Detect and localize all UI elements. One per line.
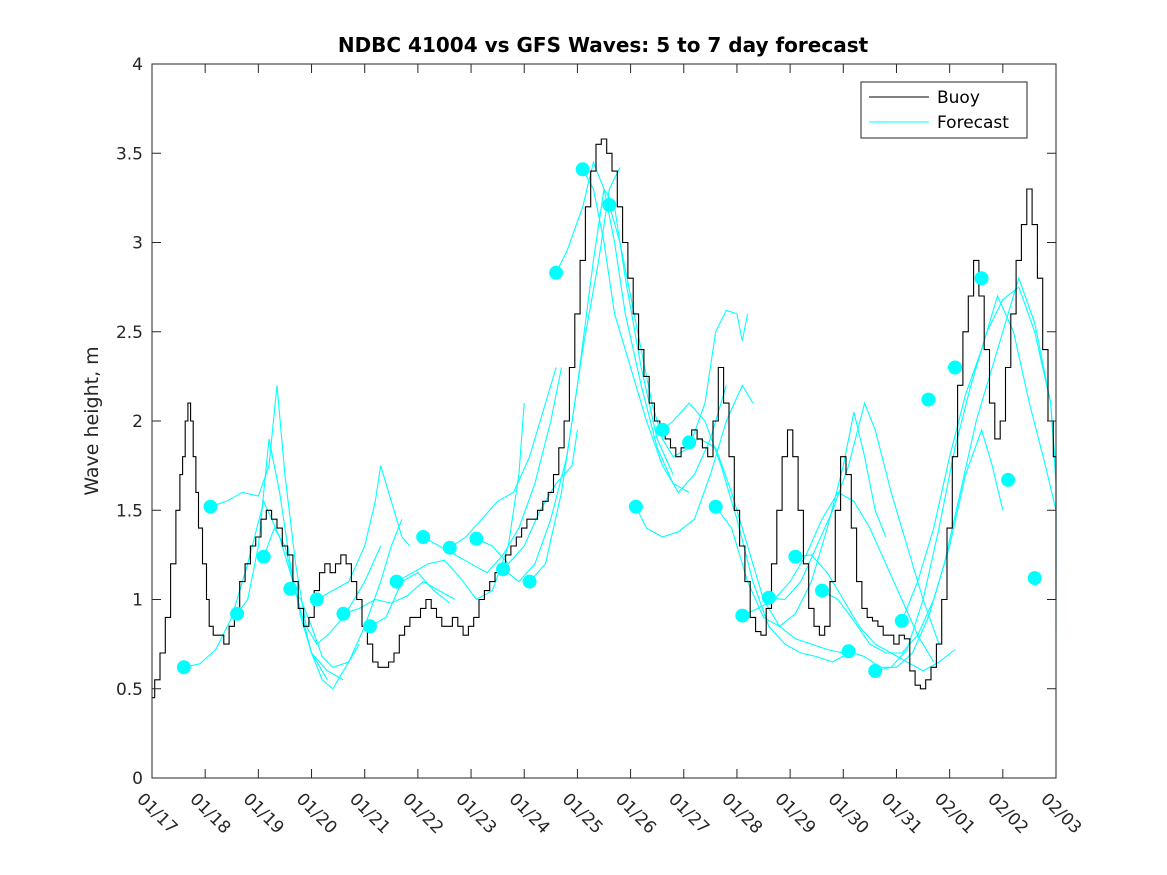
- forecast-marker: [602, 198, 617, 212]
- forecast-line: [662, 402, 849, 663]
- legend-label-forecast: Forecast: [937, 113, 1009, 133]
- forecast-marker: [948, 360, 962, 375]
- forecast-line: [289, 518, 403, 668]
- y-tick-label: 0: [132, 769, 143, 789]
- chart-title: NDBC 41004 vs GFS Waves: 5 to 7 day fore…: [338, 33, 869, 57]
- forecast-marker: [761, 590, 776, 605]
- forecast-line: [582, 169, 727, 494]
- forecast-marker: [230, 606, 245, 621]
- forecast-marker: [841, 644, 856, 659]
- forecast-line: [848, 276, 1057, 668]
- forecast-line: [369, 572, 451, 627]
- forecast-marker: [575, 162, 590, 177]
- legend: Buoy Forecast: [860, 81, 1028, 139]
- forecast-line: [768, 401, 940, 645]
- forecast-marker: [682, 435, 697, 450]
- legend-label-buoy: Buoy: [937, 88, 980, 108]
- legend-box: [860, 81, 1028, 139]
- forecast-markers: [176, 162, 1042, 678]
- forecast-marker: [921, 392, 936, 407]
- forecast-marker: [336, 606, 351, 621]
- forecast-marker: [655, 422, 670, 437]
- forecast-marker: [735, 608, 750, 623]
- forecast-marker: [203, 499, 218, 514]
- forecast-marker: [549, 265, 564, 280]
- forecast-line: [635, 384, 754, 538]
- forecast-marker: [416, 530, 431, 544]
- y-tick-label: 1: [132, 591, 143, 611]
- y-tick-label: 0.5: [116, 680, 143, 700]
- y-tick-label: 4: [132, 55, 143, 75]
- forecast-marker: [974, 271, 989, 286]
- forecast-line: [555, 160, 690, 493]
- y-tick-label: 2.5: [116, 323, 143, 343]
- y-tick-label: 1.5: [116, 501, 143, 521]
- forecast-line: [396, 403, 525, 601]
- forecast-line: [449, 367, 557, 549]
- forecast-marker: [363, 619, 377, 634]
- buoy-series: [152, 138, 1057, 699]
- y-axis-label: Wave height, m: [81, 346, 103, 495]
- plot-area: [152, 138, 1057, 699]
- forecast-line: [210, 385, 382, 645]
- forecast-marker: [389, 574, 404, 589]
- forecast-series: [183, 160, 1057, 690]
- forecast-marker: [815, 583, 829, 598]
- forecast-marker: [788, 549, 803, 564]
- forecast-marker: [256, 549, 271, 564]
- forecast-marker: [442, 540, 457, 555]
- forecast-marker: [283, 581, 298, 596]
- forecast-marker: [894, 613, 909, 628]
- forecast-marker: [1001, 472, 1016, 487]
- buoy-line: [152, 138, 1057, 699]
- forecast-line: [821, 428, 1004, 654]
- forecast-marker: [1027, 571, 1042, 586]
- forecast-marker: [496, 562, 510, 577]
- forecast-line: [795, 554, 956, 672]
- forecast-marker: [176, 660, 191, 675]
- forecast-marker: [868, 663, 883, 678]
- forecast-line: [476, 429, 578, 565]
- forecast-marker: [522, 574, 537, 589]
- forecast-line: [316, 465, 411, 600]
- forecast-marker: [469, 531, 484, 546]
- y-tick-label: 2: [132, 412, 143, 432]
- y-axis: 0 0.5 1 1.5 2 2.5 3 3.5 4: [116, 55, 1056, 789]
- y-tick-label: 3.5: [116, 144, 143, 164]
- forecast-marker: [309, 592, 324, 607]
- y-tick-label: 3: [132, 234, 143, 254]
- forecast-marker: [628, 499, 643, 514]
- forecast-marker: [708, 499, 723, 514]
